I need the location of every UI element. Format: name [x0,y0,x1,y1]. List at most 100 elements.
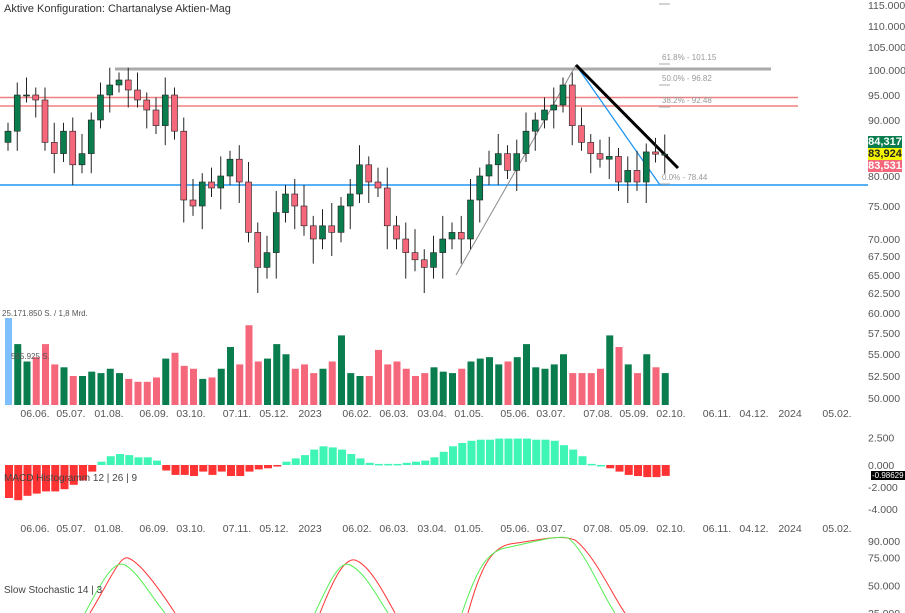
candle-down [152,109,160,126]
date-label: 05.02. [822,523,851,535]
stoch-fast-line [84,563,166,613]
macd-bar [347,454,356,465]
volume-bar [5,318,12,405]
price-tick-label: 57.500 [868,328,900,340]
stoch-fast-line [314,563,389,613]
macd-bar [569,449,578,465]
volume-current: 585.925 S. [11,352,50,361]
macd-bar [476,439,485,465]
macd-bar [171,465,180,475]
volume-bar [523,344,530,405]
volume-bar [14,344,22,405]
fib-label: 0.0% - 78.44 [662,173,708,182]
macd-bar [393,463,402,466]
macd-bar [578,456,587,465]
date-label: 03.10. [176,523,205,535]
candle-down [300,205,308,227]
date-label: 05.12. [259,523,288,535]
candle-down [291,193,299,207]
stoch-tick-label: 25.000 [868,608,900,613]
macd-bar [180,465,189,475]
candle-up [226,158,234,177]
volume-bar [23,361,31,405]
macd-bar [32,465,41,494]
macd-bar [69,465,78,485]
date-label: 02.10. [656,408,685,420]
candle-up [337,205,345,233]
volume-bar [245,325,253,405]
macd-bar [153,460,161,465]
volume-bar [513,357,521,405]
volume-bar [495,364,503,405]
date-label: 03.04. [417,408,446,420]
date-label: 01.05. [454,408,483,420]
macd-tick-label: 2.500 [868,433,894,445]
candle-up [642,151,650,183]
date-label: 03.04. [417,523,446,535]
candle-down [171,94,178,132]
volume-bar [291,368,299,405]
date-label: 05.02. [822,408,851,420]
date-label: 04.12. [739,523,768,535]
candle-down [245,181,252,233]
candle-up [60,130,67,154]
candle-down [124,79,132,91]
macd-tick-label: -2.000 [868,482,898,494]
candle-up [550,104,558,111]
macd-bar [365,462,374,465]
volume-bar [42,344,49,405]
date-label: 06.03. [379,523,408,535]
date-label: 01.08. [94,523,123,535]
stoch-slow-line [319,559,396,613]
volume-bar [162,358,170,405]
macd-bar [412,461,420,465]
macd-bar [162,465,171,471]
macd-bar [449,446,457,465]
volume-bar [421,373,429,405]
candle-down [309,225,317,240]
date-label: 06.09. [139,523,168,535]
fib-label: 38.2% - 92.48 [662,96,712,105]
volume-bar [97,373,105,405]
date-label: 07.11. [223,523,251,535]
volume-bar [365,376,373,405]
volume-bar [532,367,540,405]
macd-bar [79,465,87,481]
stoch-tick-label: 90.000 [868,536,900,548]
stoch-tick-label: 50.000 [868,580,900,592]
volume-bar [264,358,271,405]
volume-bar [615,347,623,405]
macd-bar [51,465,60,492]
candle-down [420,259,428,268]
macd-bar [532,439,541,465]
date-label: 07.08. [583,408,612,420]
candle-down [143,99,151,111]
volume-bar [88,371,96,405]
macd-bar [245,465,254,472]
volume-bar [643,354,651,405]
volume-bar [587,373,595,405]
price-tick-label: 110.000 [868,21,905,33]
macd-bar [661,465,670,476]
macd-bar [254,465,263,470]
volume-bar [236,364,244,405]
date-label: 05.07. [56,408,85,420]
volume-bar [116,373,123,405]
macd-tick-label: 0.000 [868,460,894,472]
candle-down [134,89,141,101]
candle-down [402,238,410,253]
macd-tick-label: -4.000 [868,504,898,516]
macd-bar [541,439,550,465]
candle-up [467,199,474,240]
candle-up [448,232,456,240]
candle-down [633,170,641,183]
date-label: 07.11. [223,408,251,420]
candle-up [161,94,169,126]
macd-bar [513,438,522,465]
candle-up [346,193,354,207]
volume-bar [541,368,549,405]
candle-down [208,181,215,189]
volume-bar [661,373,669,405]
volume-bar [412,376,419,405]
